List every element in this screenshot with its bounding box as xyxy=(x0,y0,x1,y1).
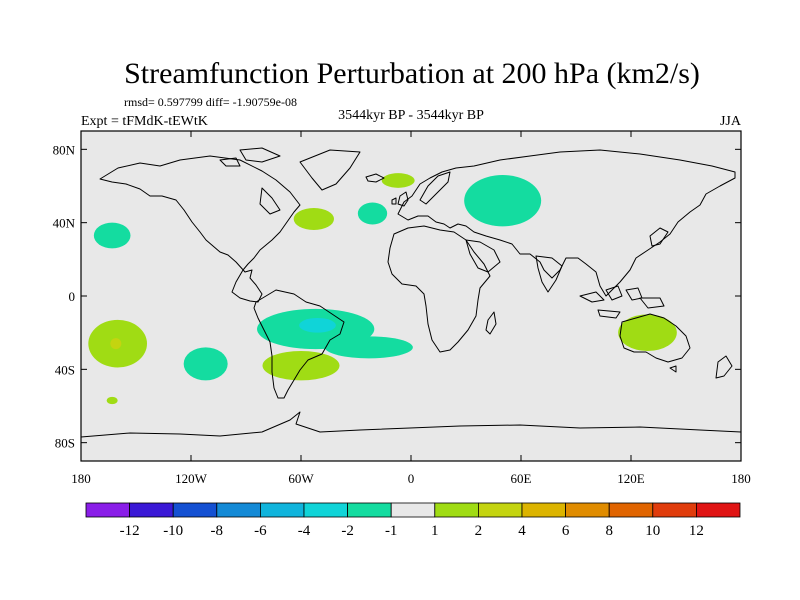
x-tick-label-3: 0 xyxy=(408,471,415,486)
colorbar-label-6: -1 xyxy=(385,523,398,539)
stats-label: rmsd= 0.597799 diff= -1.90759e-08 xyxy=(124,95,297,109)
colorbar-label-1: -10 xyxy=(163,523,183,539)
map-background xyxy=(81,131,741,461)
region-south-pacific-small-positive xyxy=(106,396,118,405)
contour-regions xyxy=(88,173,677,405)
coastline-india xyxy=(535,255,563,293)
coastline-hudson-bay xyxy=(259,187,281,215)
x-tick-label-4: 60E xyxy=(511,471,532,486)
colorbar-label-10: 6 xyxy=(562,523,570,539)
coastline-africa xyxy=(387,225,491,353)
coastline-outlines xyxy=(81,147,741,438)
coastline-antarctica xyxy=(81,411,741,438)
colorbar-label-7: 1 xyxy=(431,523,439,539)
colorbar-label-13: 12 xyxy=(689,523,704,539)
colorbar-label-4: -4 xyxy=(298,523,311,539)
colorbar-swatch-8 xyxy=(434,502,479,518)
region-south-atlantic-negative xyxy=(324,336,413,359)
y-tick-label-3: 40S xyxy=(55,362,75,377)
coastline-japan xyxy=(649,227,669,247)
colorbar-swatch-6 xyxy=(347,502,392,518)
colorbar-swatch-5 xyxy=(303,502,348,518)
region-siberia-negative xyxy=(464,175,542,227)
coastline-australia xyxy=(619,313,691,363)
colorbar-label-0: -12 xyxy=(120,523,140,539)
period-label: 3544kyr BP - 3544kyr BP xyxy=(338,108,484,123)
coastline-greenland xyxy=(299,149,361,191)
colorbar-swatch-2 xyxy=(172,502,218,518)
region-australia-positive xyxy=(618,314,677,351)
colorbar-swatch-9 xyxy=(477,502,523,518)
x-tick-label-6: 180 xyxy=(731,471,751,486)
colorbar-swatch-10 xyxy=(521,502,566,518)
colorbar-label-3: -6 xyxy=(254,523,267,539)
colorbar-swatch-12 xyxy=(608,502,654,518)
chart-title: Streamfunction Perturbation at 200 hPa (… xyxy=(124,57,700,90)
season-label: JJA xyxy=(720,114,742,129)
colorbar-swatch-14 xyxy=(696,502,741,518)
colorbar-label-8: 2 xyxy=(475,523,483,539)
colorbar-label-11: 8 xyxy=(605,523,613,539)
coastline-british-isles xyxy=(391,191,409,207)
coastline-se-asia-islands xyxy=(579,285,665,319)
region-argentina-positive xyxy=(262,351,340,381)
region-scandinavia-positive xyxy=(381,173,415,188)
coastline-eurasia xyxy=(397,149,736,297)
region-southeast-pacific-negative xyxy=(183,347,228,381)
colorbar-label-12: 10 xyxy=(645,523,660,539)
colorbar-swatch-11 xyxy=(565,502,610,518)
coastline-scandinavia xyxy=(419,171,451,205)
x-tick-label-0: 180 xyxy=(71,471,91,486)
x-tick-label-5: 120E xyxy=(617,471,645,486)
colorbar-swatch-1 xyxy=(129,502,174,518)
coastline-new-zealand xyxy=(715,355,733,379)
region-south-pacific-center-positive xyxy=(110,338,122,350)
colorbar-swatch-0 xyxy=(85,502,130,518)
region-north-atlantic-central-negative xyxy=(357,202,388,225)
colorbar: -12 -10 -8 -6 -4 -2 -1 1 2 4 6 8 10 12 xyxy=(85,502,741,539)
colorbar-label-5: -2 xyxy=(341,523,354,539)
axes: 180 120W 60W 0 60E 120E 180 80N 40N 0 40S 80S xyxy=(53,131,751,486)
y-tick-label-0: 80N xyxy=(53,142,76,157)
y-tick-label-4: 80S xyxy=(55,436,75,451)
colorbar-swatch-7 xyxy=(390,502,436,518)
region-north-pacific-negative xyxy=(93,222,131,249)
x-tick-label-1: 120W xyxy=(175,471,208,486)
y-tick-label-1: 40N xyxy=(53,216,76,231)
coastline-north-america xyxy=(99,155,301,303)
coastline-arctic-islands xyxy=(219,147,281,167)
region-north-atlantic-west-positive xyxy=(293,208,335,230)
coastline-madagascar xyxy=(485,311,497,335)
colorbar-label-2: -8 xyxy=(211,523,224,539)
region-brazil-core-negative xyxy=(299,318,336,333)
coastline-arabia xyxy=(465,239,501,273)
colorbar-swatch-13 xyxy=(652,502,697,518)
colorbar-swatch-4 xyxy=(259,502,305,518)
coastline-south-america xyxy=(253,289,345,399)
coastline-iceland xyxy=(365,173,385,183)
coastline-tasmania xyxy=(669,365,677,373)
colorbar-swatch-3 xyxy=(216,502,261,518)
experiment-label: Expt = tFMdK-tEWtK xyxy=(81,114,208,129)
y-tick-label-2: 0 xyxy=(69,289,76,304)
x-tick-label-2: 60W xyxy=(288,471,314,486)
colorbar-label-9: 4 xyxy=(518,523,526,539)
